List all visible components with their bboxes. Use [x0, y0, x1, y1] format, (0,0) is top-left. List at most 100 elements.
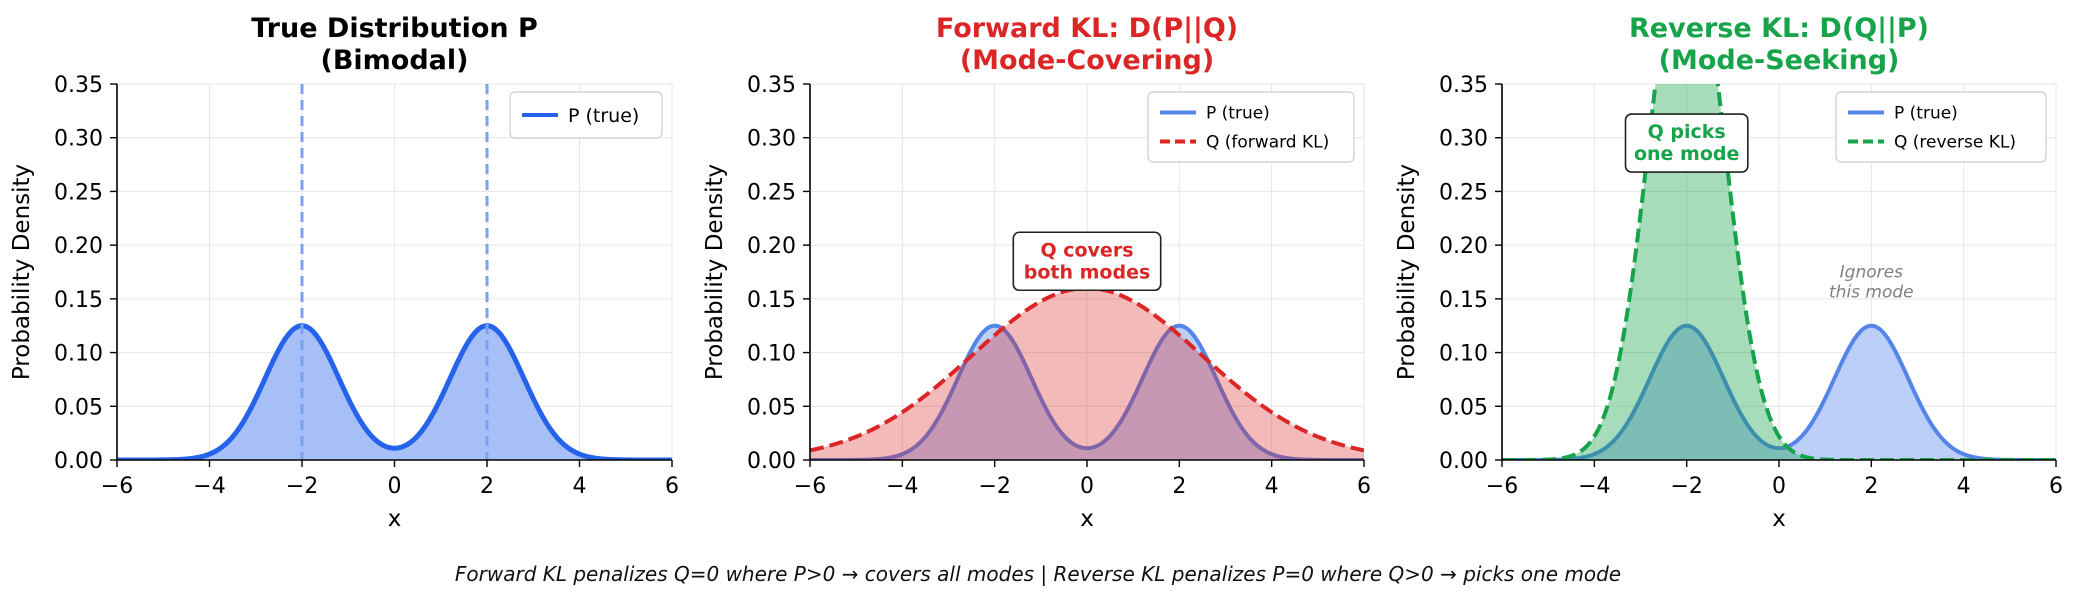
annotation-text: Ignores this mode — [1829, 263, 1914, 303]
x-tick-label: 0 — [388, 474, 402, 499]
x-axis-label: x — [388, 506, 402, 532]
x-tick-label: 2 — [480, 474, 494, 499]
chart-title: Forward KL: D(P||Q) (Mode-Covering) — [936, 13, 1238, 76]
y-tick-label: 0.10 — [54, 342, 103, 367]
x-tick-label: 6 — [2049, 474, 2063, 499]
y-tick-label: 0.20 — [747, 234, 796, 259]
y-tick-label: 0.00 — [747, 449, 796, 474]
x-tick-label: 0 — [1772, 474, 1786, 499]
series-area-p — [1502, 325, 2056, 460]
series-area-p — [117, 325, 672, 460]
series-line-q — [1502, 84, 2056, 460]
annotation-box — [1624, 113, 1749, 173]
annotation-text: Q covers both modes — [1024, 239, 1151, 283]
x-axis-label: x — [1772, 506, 1786, 532]
chart-panel-2: −6 −4 −2 0 2 4 6 0.00 0.05 0.10 0.15 0.20 0.25 0.30 0.… — [702, 13, 1371, 532]
y-tick-label: 0.35 — [747, 73, 796, 98]
x-tick-label: −4 — [193, 474, 225, 499]
x-tick-label: 0 — [1080, 474, 1094, 499]
annotation-text-line: Q picks — [1648, 121, 1726, 143]
chart-title-line: Forward KL: D(P||Q) — [936, 13, 1238, 44]
legend: P (true) Q (reverse KL) — [1835, 91, 2047, 163]
legend-label-q: Q (reverse KL) — [1894, 133, 2016, 153]
legend: P (true) — [509, 91, 663, 139]
annotation-text: Q picks one mode — [1634, 121, 1739, 165]
plot-area — [1502, 84, 2056, 460]
annotation-text-line: Ignores — [1840, 263, 1903, 283]
series-area-p — [810, 325, 1364, 460]
annotation-text-line: one mode — [1634, 143, 1739, 165]
y-tick-label: 0.30 — [1439, 127, 1488, 152]
y-tick-label: 0.05 — [54, 395, 103, 420]
series-line-p — [810, 323, 1364, 460]
annotation-text-line: this mode — [1829, 283, 1914, 303]
y-tick-label: 0.25 — [1439, 180, 1488, 205]
series-line-p — [1502, 323, 2056, 460]
x-axis-label: x — [1080, 506, 1094, 532]
chart-title: True Distribution P (Bimodal) — [251, 13, 538, 76]
x-tick-label: −6 — [101, 474, 133, 499]
x-tick-label: 4 — [1957, 474, 1971, 499]
y-axis-label: Probability Density — [702, 164, 728, 380]
annotation-text-line: Q covers — [1040, 239, 1133, 261]
chart-panel-1: −6 −4 −2 0 2 4 6 0.00 0.05 0.10 0.15 0.20 0.25 0.30 0.… — [9, 13, 679, 532]
legend-frame — [1835, 91, 2047, 163]
x-tick-label: 6 — [665, 474, 679, 499]
y-tick-label: 0.20 — [54, 234, 103, 259]
legend-label-p: P (true) — [568, 105, 639, 127]
y-tick-label: 0.35 — [1439, 73, 1488, 98]
series-line-p — [117, 323, 672, 460]
chart-title: Reverse KL: D(Q||P) (Mode-Seeking) — [1629, 13, 1929, 76]
chart-title-line: (Bimodal) — [321, 45, 469, 76]
plot-area — [117, 84, 672, 460]
figure-caption: Forward KL penalizes Q=0 where P>0 → cov… — [454, 562, 1622, 586]
x-tick-label: −6 — [1486, 474, 1518, 499]
legend-frame — [509, 91, 663, 139]
x-tick-label: −2 — [1670, 474, 1702, 499]
y-tick-label: 0.25 — [747, 180, 796, 205]
y-tick-label: 0.00 — [54, 449, 103, 474]
y-axis-label: Probability Density — [1394, 164, 1420, 380]
x-tick-label: 2 — [1172, 474, 1186, 499]
chart-title-line: (Mode-Covering) — [960, 45, 1214, 76]
x-tick-label: −6 — [794, 474, 826, 499]
y-tick-label: 0.05 — [747, 395, 796, 420]
x-tick-label: 6 — [1357, 474, 1371, 499]
chart-title-line: (Mode-Seeking) — [1659, 45, 1900, 76]
legend-label-q: Q (forward KL) — [1206, 133, 1329, 153]
y-tick-label: 0.00 — [1439, 449, 1488, 474]
y-axis-label: Probability Density — [9, 164, 35, 380]
plot-area — [810, 286, 1364, 460]
legend-label-p: P (true) — [1894, 104, 1958, 124]
y-tick-label: 0.15 — [1439, 288, 1488, 313]
y-tick-label: 0.30 — [747, 127, 796, 152]
y-tick-label: 0.10 — [1439, 342, 1488, 367]
chart-title-line: True Distribution P — [251, 13, 538, 44]
x-tick-label: −2 — [978, 474, 1010, 499]
x-tick-label: 2 — [1864, 474, 1878, 499]
annotation-text-line: both modes — [1024, 261, 1151, 283]
legend-label-p: P (true) — [1206, 104, 1270, 124]
series-area-q — [1502, 84, 2056, 460]
legend-frame — [1147, 91, 1355, 163]
x-tick-label: −4 — [1578, 474, 1610, 499]
y-tick-label: 0.10 — [747, 342, 796, 367]
grid — [116, 83, 673, 461]
annotation-box — [1012, 231, 1162, 292]
series-area-q — [810, 288, 1364, 460]
y-tick-label: 0.25 — [54, 180, 103, 205]
y-tick-label: 0.15 — [747, 288, 796, 313]
y-tick-label: 0.20 — [1439, 234, 1488, 259]
y-tick-label: 0.15 — [54, 288, 103, 313]
x-tick-label: −2 — [286, 474, 318, 499]
y-tick-label: 0.35 — [54, 73, 103, 98]
y-tick-label: 0.05 — [1439, 395, 1488, 420]
chart-title-line: Reverse KL: D(Q||P) — [1629, 13, 1929, 44]
x-tick-label: −4 — [886, 474, 918, 499]
legend: P (true) Q (forward KL) — [1147, 91, 1355, 163]
y-tick-label: 0.30 — [54, 127, 103, 152]
x-tick-label: 4 — [1265, 474, 1279, 499]
x-tick-label: 4 — [573, 474, 587, 499]
